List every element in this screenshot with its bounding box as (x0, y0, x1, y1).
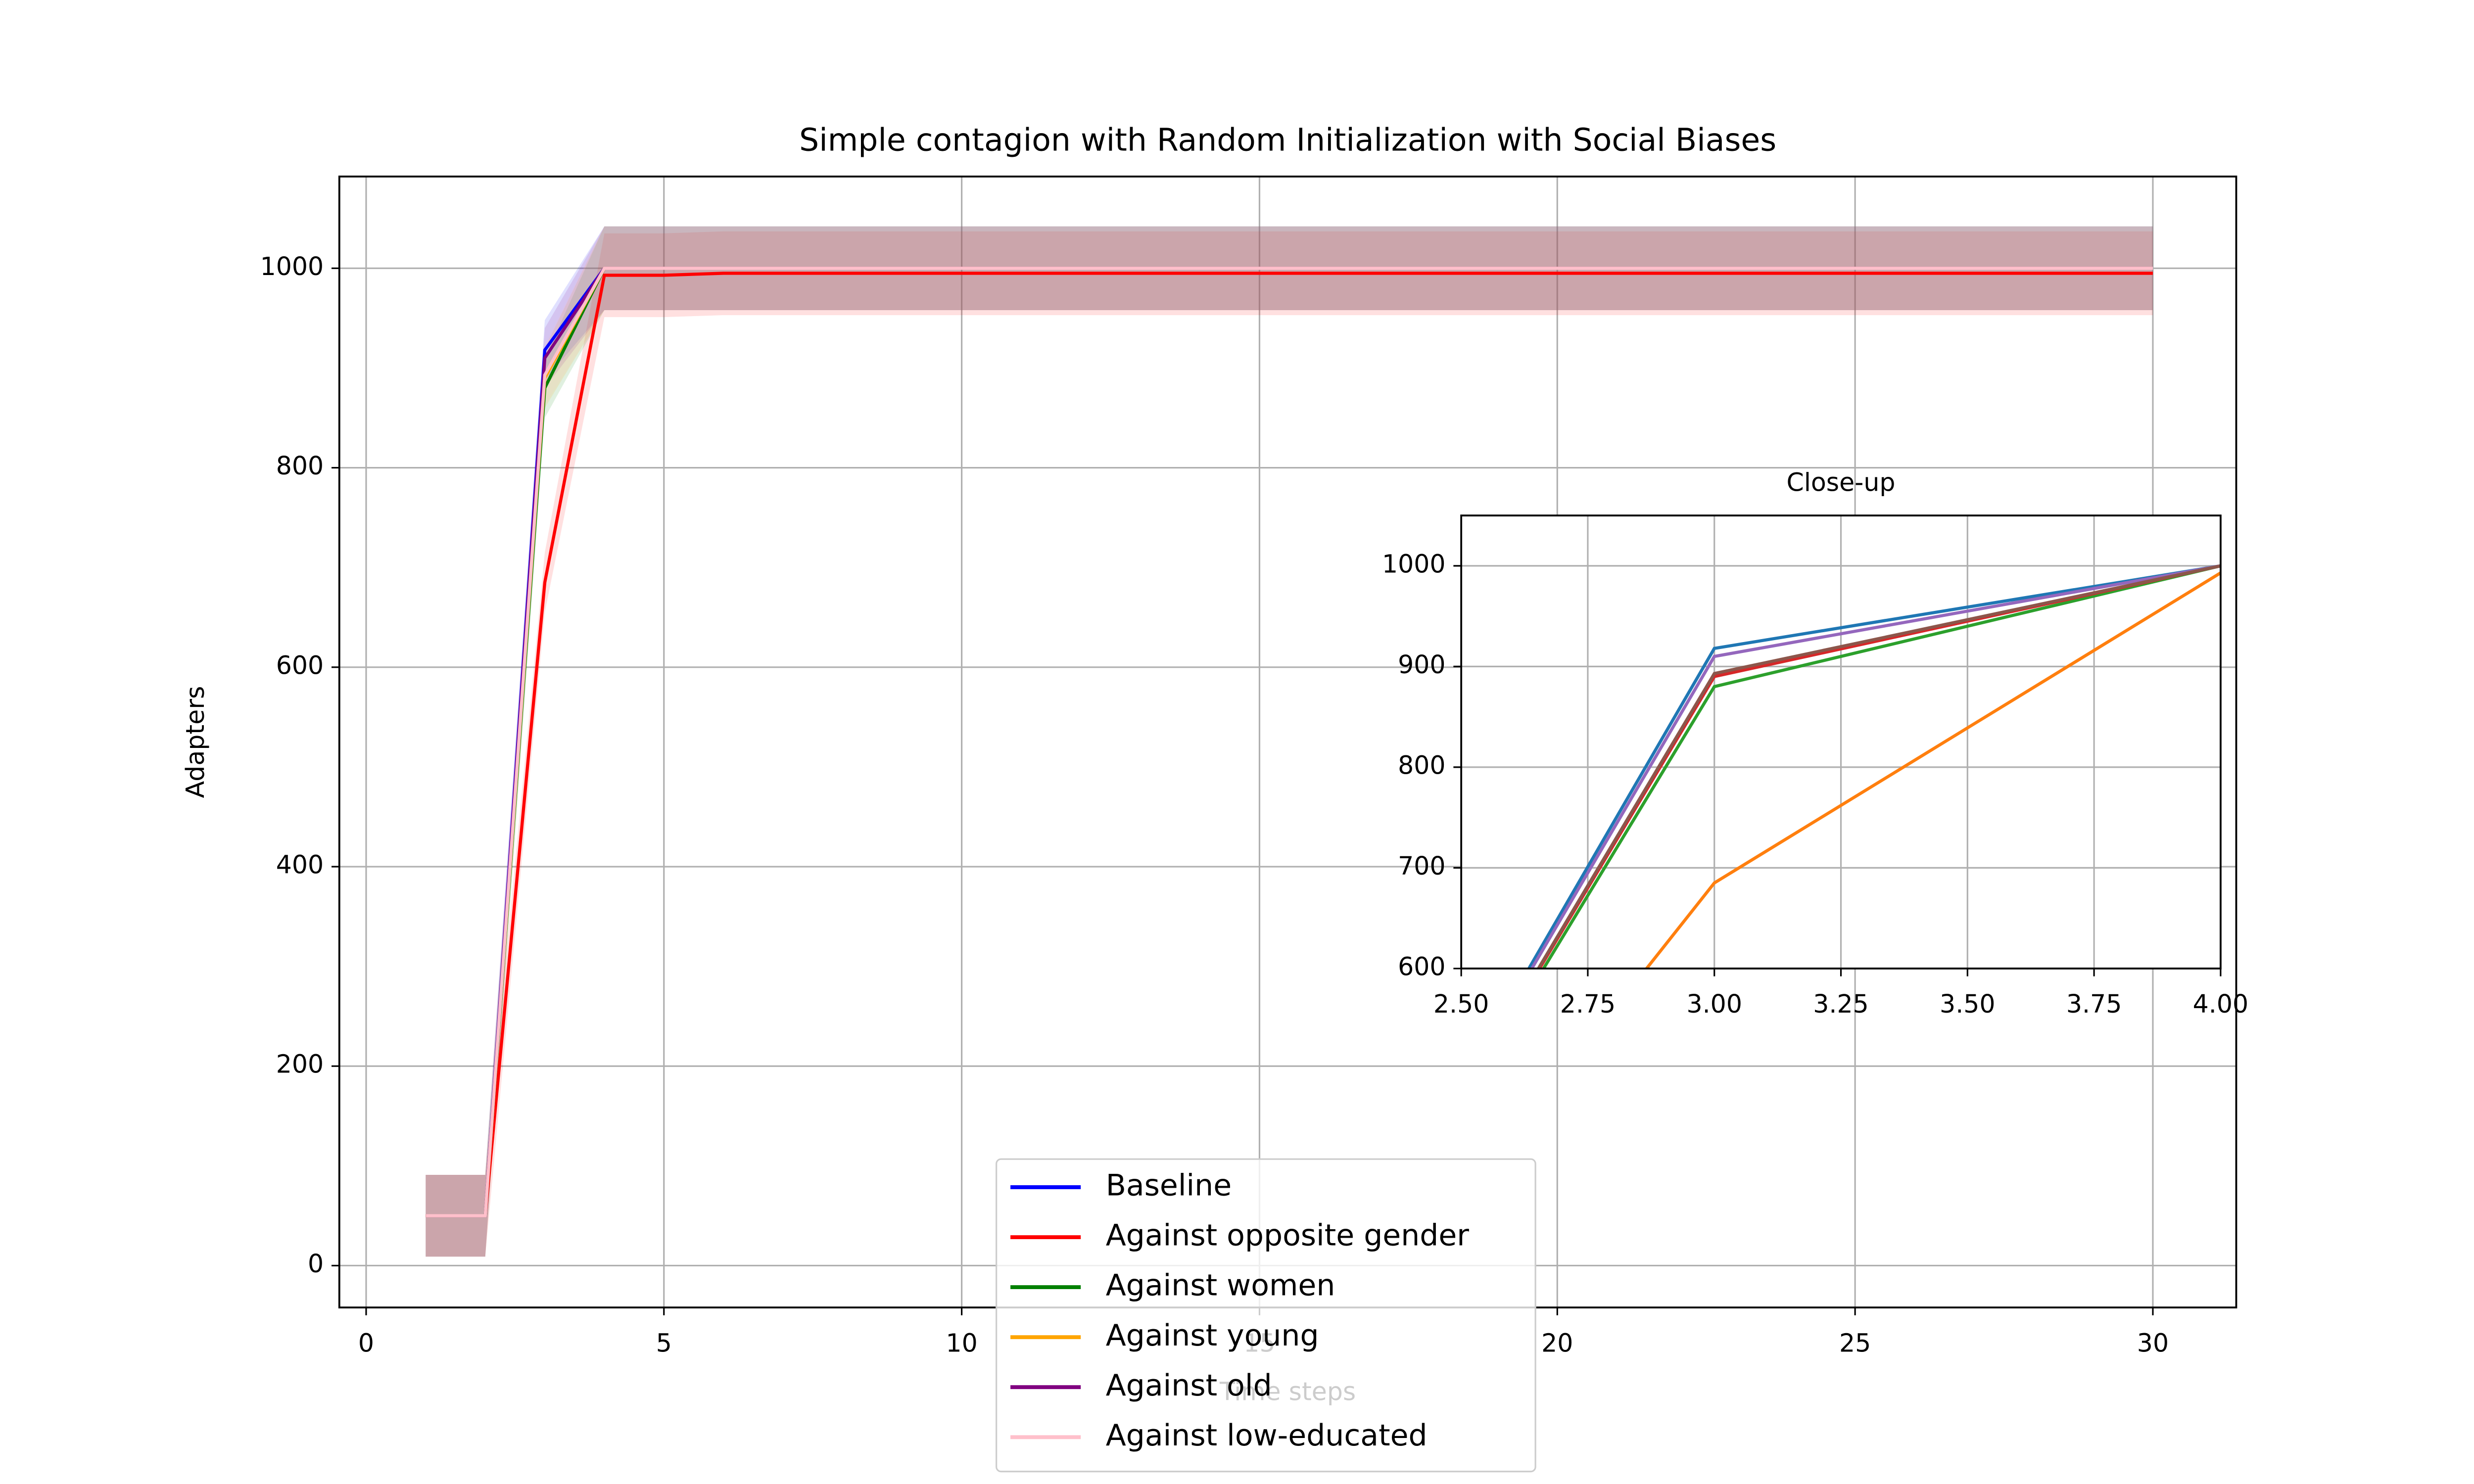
series-line (1530, 564, 2221, 969)
legend-label: Against young (1106, 1318, 1319, 1353)
x-tick-label: 0 (358, 1328, 374, 1357)
x-tick-label: 3.25 (1813, 989, 1868, 1019)
series-line (1527, 564, 2221, 969)
legend-label: Against women (1106, 1268, 1335, 1303)
y-tick-label: 600 (1398, 952, 1445, 981)
x-tick-label: 20 (1541, 1328, 1573, 1357)
x-tick-label: 2.75 (1560, 989, 1616, 1019)
series-line (426, 267, 2153, 1217)
y-tick-label: 800 (276, 451, 324, 480)
x-tick-label: 5 (656, 1328, 672, 1357)
legend-label: Baseline (1106, 1168, 1232, 1203)
plot-lines (426, 226, 2153, 1257)
legend-label: Against old (1106, 1368, 1272, 1403)
y-axis-label: Adapters (181, 686, 210, 798)
x-tick-label: 3.50 (1940, 989, 1995, 1019)
series-line (1644, 571, 2221, 969)
y-tick-label: 1000 (260, 252, 324, 281)
y-tick-label: 200 (276, 1050, 324, 1079)
axes-frame (1460, 514, 2222, 970)
chart-title: Close-up (1787, 467, 1896, 497)
y-tick-label: 0 (308, 1249, 324, 1278)
y-tick-label: 800 (1398, 750, 1445, 780)
y-tick-label: 600 (276, 650, 324, 680)
x-tick-label: 10 (946, 1328, 977, 1357)
series-line (426, 272, 2153, 1217)
series-line (1536, 564, 2221, 969)
series-line (1541, 564, 2221, 969)
y-tick-label: 700 (1398, 851, 1445, 881)
plot-lines (1527, 564, 2221, 969)
error-band (426, 231, 2153, 1257)
x-tick-label: 4.00 (2193, 989, 2248, 1019)
x-tick-label: 2.50 (1433, 989, 1489, 1019)
x-tick-label: 30 (2137, 1328, 2169, 1357)
legend-box (996, 1158, 1536, 1473)
y-tick-label: 1000 (1382, 549, 1446, 578)
chart-title: Simple contagion with Random Initializat… (799, 121, 1776, 158)
x-tick-label: 3.75 (2066, 989, 2122, 1019)
legend-label: Against opposite gender (1106, 1218, 1470, 1253)
y-tick-label: 900 (1398, 650, 1445, 679)
legend-label: Against low-educated (1106, 1418, 1427, 1453)
x-tick-label: 25 (1839, 1328, 1871, 1357)
x-tick-label: 3.00 (1686, 989, 1742, 1019)
y-tick-label: 400 (276, 850, 324, 880)
